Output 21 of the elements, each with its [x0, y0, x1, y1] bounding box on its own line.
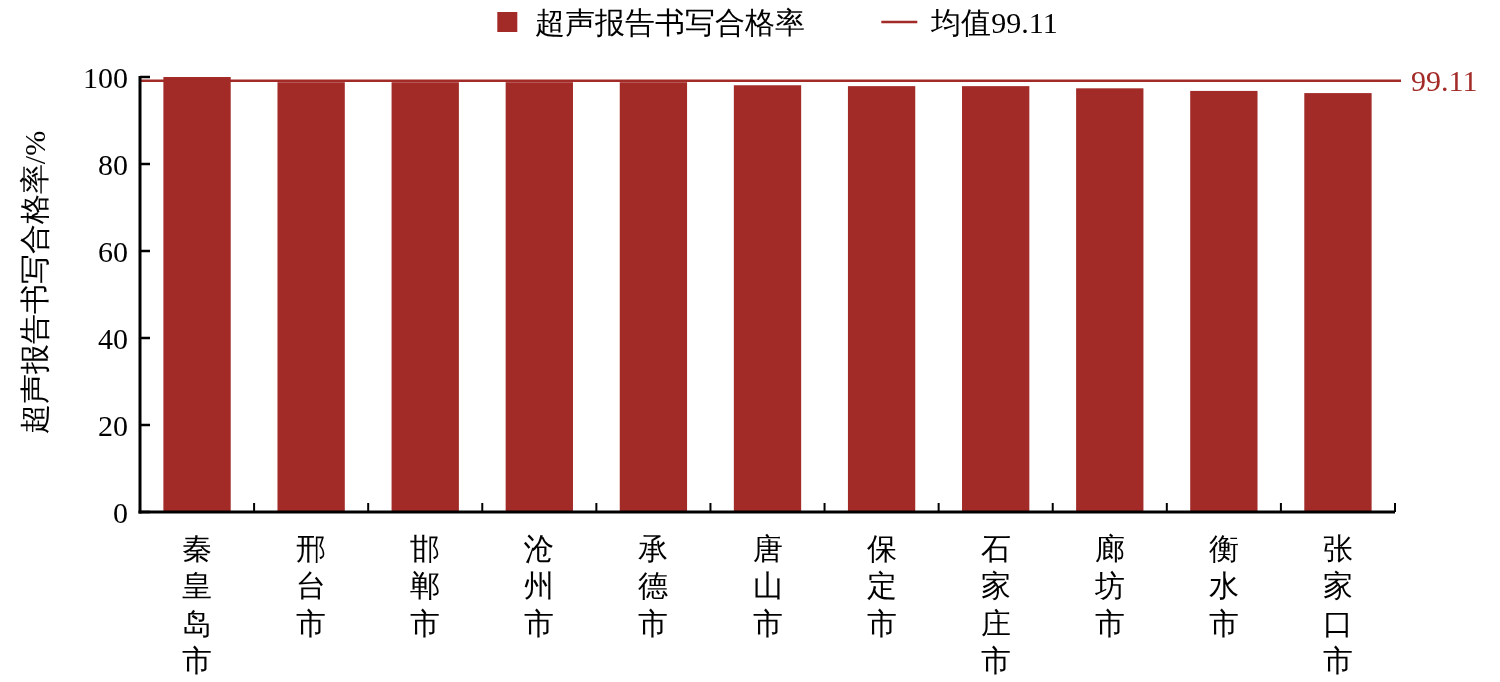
y-tick-label: 40 — [98, 321, 128, 355]
x-tick-label: 秦皇岛市 — [182, 531, 213, 677]
y-tick-label: 60 — [98, 234, 128, 268]
x-tick-label: 石家庄市 — [980, 531, 1011, 677]
y-tick-label: 20 — [98, 408, 128, 442]
x-tick-label: 邯郸市 — [410, 531, 441, 640]
legend-label: 超声报告书写合格率 — [535, 5, 806, 39]
y-tick-label: 80 — [98, 147, 128, 181]
x-tick-label: 沧州市 — [524, 531, 555, 640]
y-tick-label: 100 — [83, 60, 128, 94]
y-axis-title: 超声报告书写合格率/% — [17, 130, 51, 435]
x-tick-label: 唐山市 — [752, 531, 783, 640]
x-tick-label: 保定市 — [866, 531, 897, 640]
text: 99.11 — [1411, 64, 1478, 98]
x-tick-label: 张家口市 — [1322, 531, 1353, 677]
x-tick-label: 廊坊市 — [1093, 531, 1125, 640]
x-tick-label: 邢台市 — [296, 531, 327, 640]
x-tick-label: 承德市 — [638, 531, 669, 640]
legend-label: 均值99.11 — [930, 5, 1058, 39]
x-tick-label: 衡水市 — [1208, 531, 1239, 640]
y-tick-label: 0 — [113, 495, 128, 529]
